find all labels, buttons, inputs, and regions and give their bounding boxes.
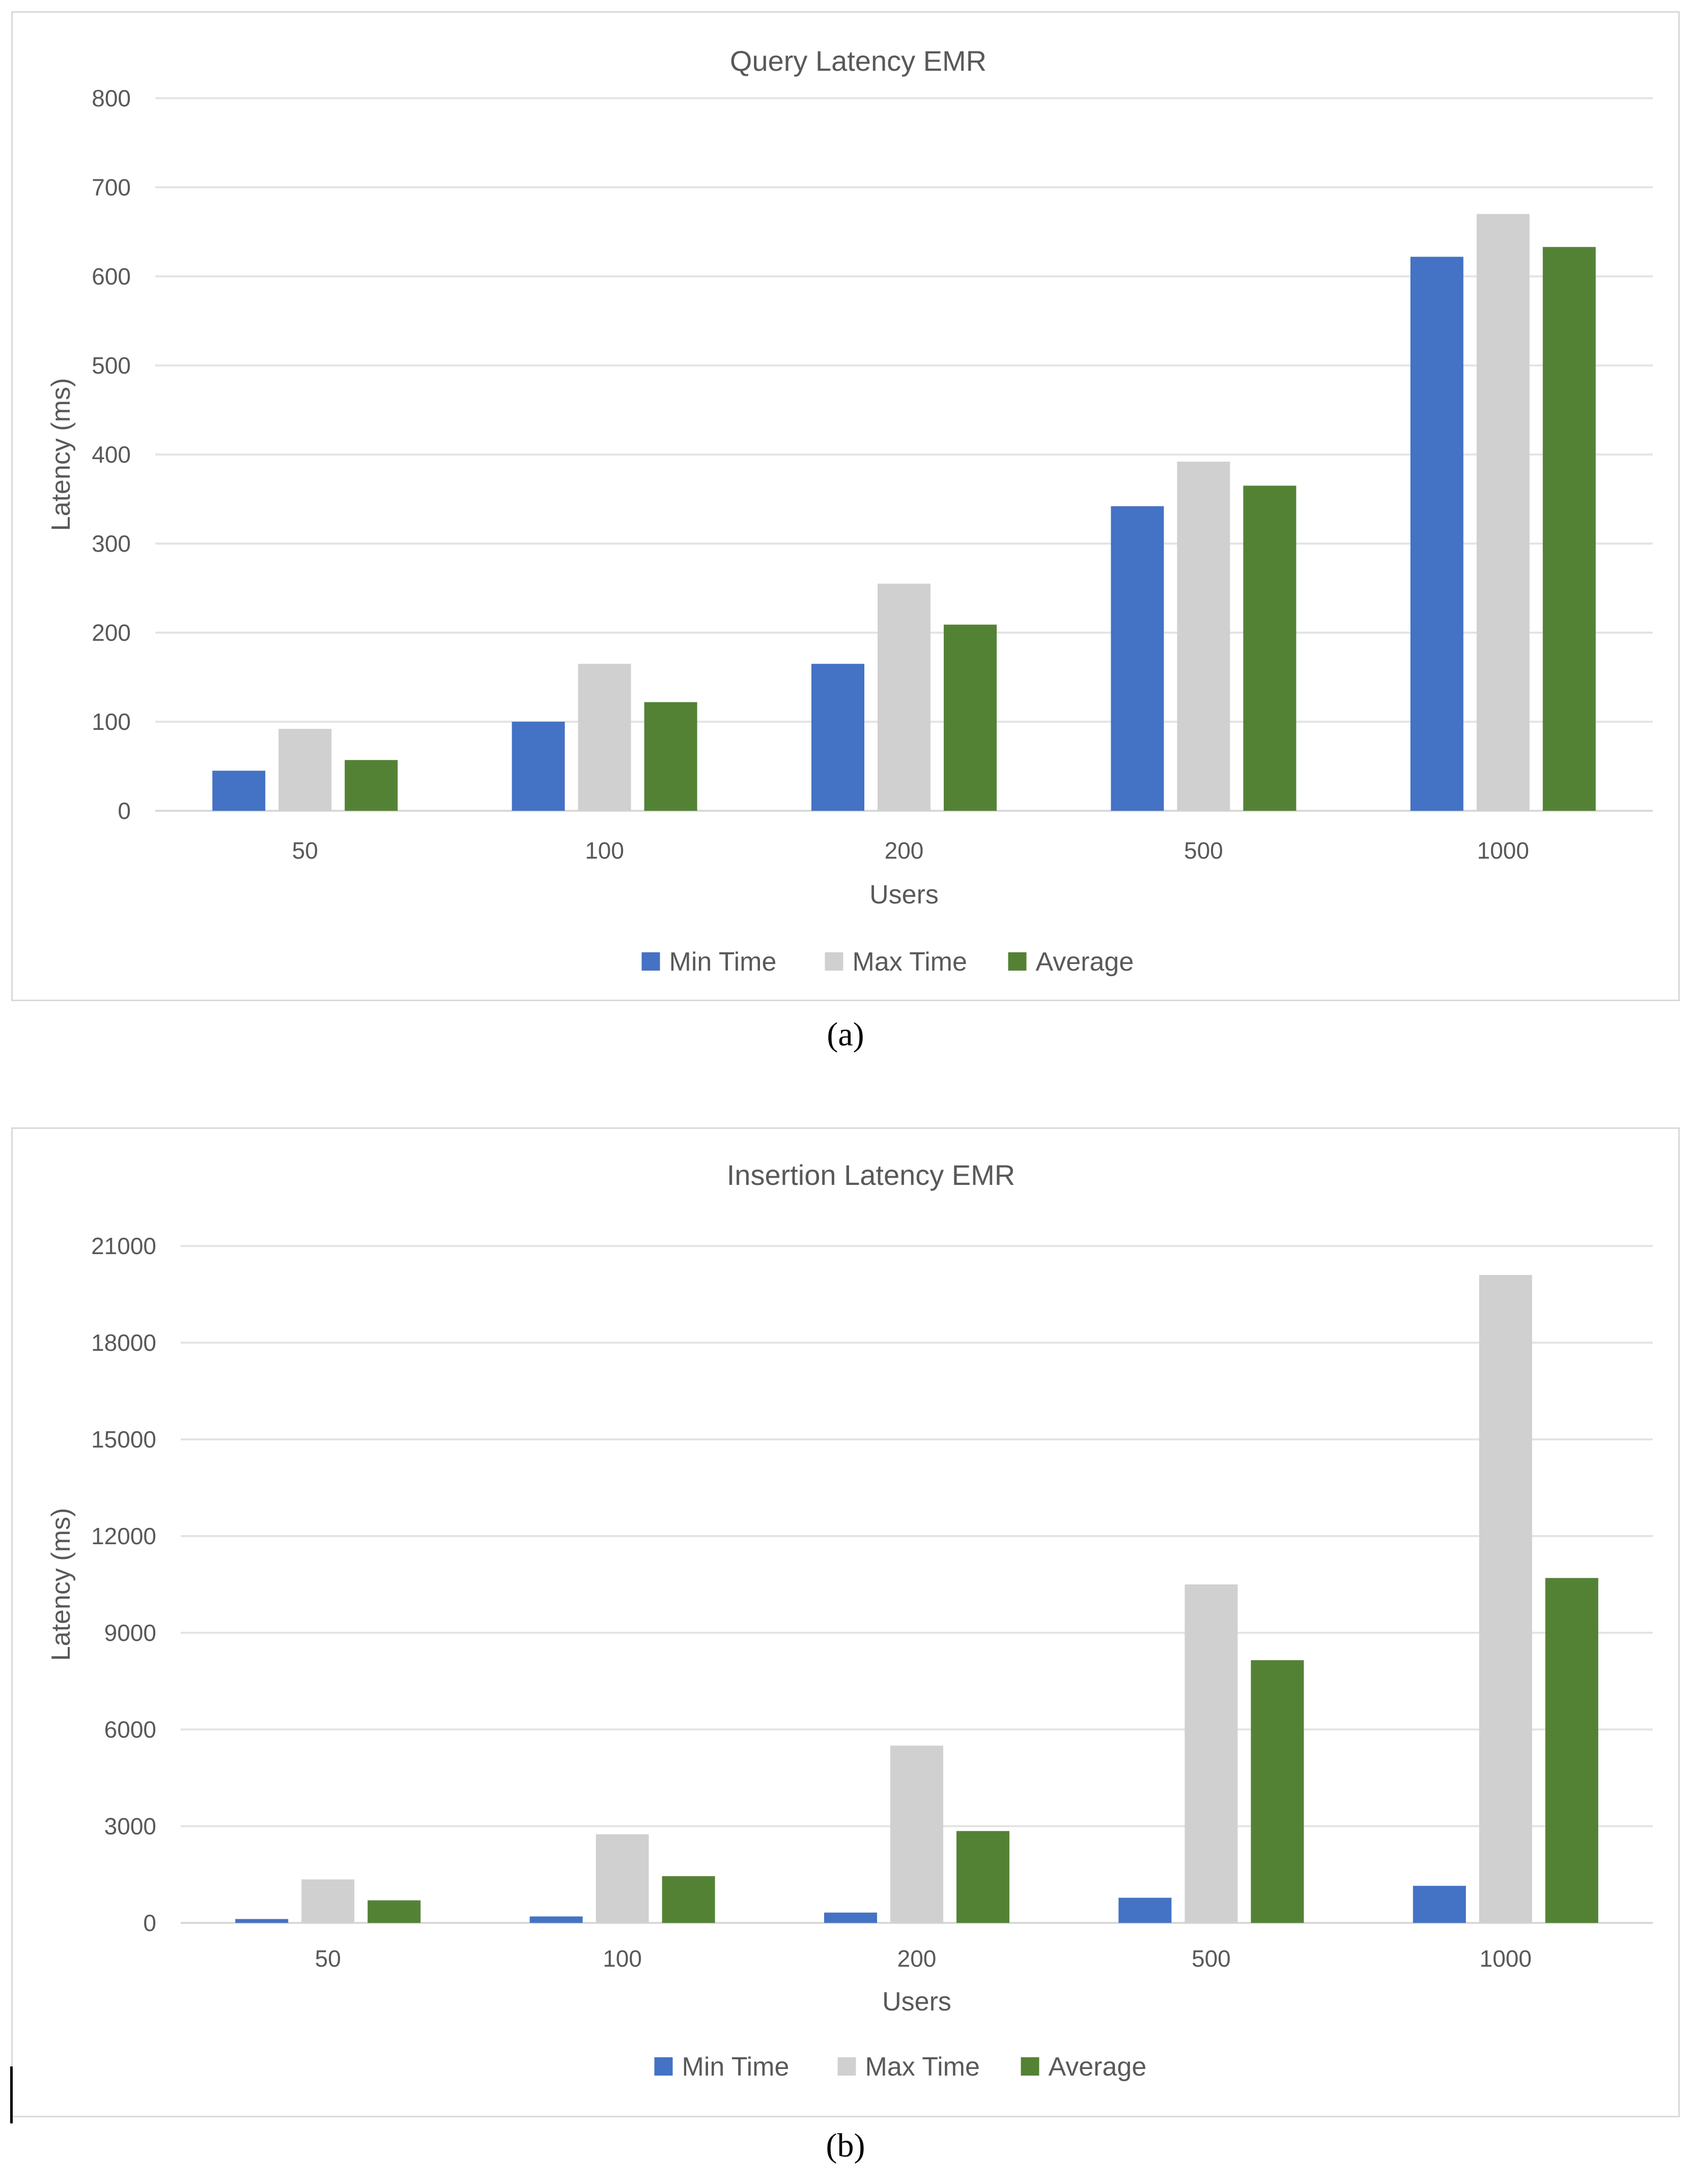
chart-title: Query Latency EMR [730,45,987,77]
bar-average [944,625,997,811]
x-tick-label: 100 [585,837,624,864]
bar-max-time [1479,1275,1532,1923]
bar-min-time [824,1912,877,1923]
y-tick-label: 9000 [104,1620,156,1646]
bar-min-time [529,1916,583,1923]
legend-swatch-average [1021,2057,1039,2076]
y-tick-label: 700 [92,174,131,201]
bar-min-time [235,1919,289,1923]
bar-max-time [890,1745,943,1923]
bar-max-time [596,1834,649,1923]
y-tick-label: 500 [92,352,131,379]
x-axis-label: Users [869,880,939,910]
x-tick-label: 50 [315,1945,341,1972]
y-tick-label: 15000 [91,1426,156,1453]
bar-min-time [1111,506,1164,811]
y-tick-label: 800 [92,85,131,111]
legend-label: Average [1036,947,1134,977]
bar-average [1251,1660,1304,1923]
legend: Min Time Max Time Average [641,947,1134,977]
legend-label: Min Time [682,2052,790,2082]
bar-max-time [1476,214,1530,811]
x-tick-label: 50 [292,837,318,864]
bar-max-time [278,729,332,811]
bar-max-time [578,664,631,811]
bar-min-time [1410,257,1463,811]
query-latency-chart: Query Latency EMR 0 100 200 300 400 500 600 700 8… [46,45,1653,977]
y-tick-label: 21000 [91,1233,156,1259]
y-axis-label: Latency (ms) [46,378,76,531]
legend-label: Max Time [853,947,967,977]
y-tick-label: 200 [92,619,131,646]
y-tick-label: 12000 [91,1523,156,1549]
query-latency-chart-panel: Query Latency EMR 0 100 200 300 400 500 600 700 8… [11,11,1680,1001]
legend-swatch-average [1008,952,1027,971]
y-tick-label: 3000 [104,1813,156,1839]
bar-max-time [301,1879,355,1923]
bar-min-time [212,771,266,811]
x-tick-label: 1000 [1477,837,1529,864]
bar-average [1545,1578,1598,1923]
bar-max-time [1177,462,1230,811]
bar-average [644,702,697,811]
x-tick-label: 100 [603,1945,642,1972]
legend-swatch-max-time [837,2057,856,2076]
y-tick-label: 6000 [104,1716,156,1743]
bar-average [1243,486,1297,811]
legend-swatch-min-time [641,952,660,971]
bar-min-time [512,722,565,811]
x-tick-label: 200 [885,837,924,864]
bar-min-time [811,664,864,811]
legend-swatch-min-time [654,2057,673,2076]
bar-average [368,1900,421,1923]
y-tick-label: 18000 [91,1329,156,1356]
legend-swatch-max-time [825,952,843,971]
x-axis-label: Users [882,1987,951,2017]
figure-caption-b: (b) [826,2127,865,2164]
bar-average [1542,247,1596,811]
y-tick-label: 0 [143,1910,156,1936]
legend-label: Average [1049,2052,1147,2082]
insertion-latency-chart: Insertion Latency EMR 0 3000 6000 9000 12000 1… [46,1159,1653,2082]
bar-average [345,760,398,811]
bar-max-time [1185,1584,1238,1923]
y-tick-label: 300 [92,530,131,557]
text-cursor [10,2066,13,2123]
bar-max-time [878,583,931,811]
x-tick-label: 1000 [1480,1945,1532,1972]
y-tick-label: 100 [92,708,131,735]
y-tick-label: 600 [92,263,131,290]
legend-label: Min Time [669,947,777,977]
chart-title: Insertion Latency EMR [727,1159,1015,1191]
bar-min-time [1413,1886,1466,1923]
legend-label: Max Time [865,2052,980,2082]
bar-min-time [1118,1897,1172,1923]
bar-average [662,1876,715,1923]
y-tick-label: 0 [118,798,131,824]
y-tick-label: 400 [92,441,131,468]
bar-average [956,1831,1009,1923]
x-tick-label: 500 [1192,1945,1231,1972]
insertion-latency-chart-panel: Insertion Latency EMR 0 3000 6000 9000 12000 1… [11,1127,1680,2117]
x-tick-label: 200 [897,1945,937,1972]
y-axis-label: Latency (ms) [46,1508,76,1661]
legend: Min Time Max Time Average [654,2052,1147,2082]
figure-caption-a: (a) [827,1016,864,1053]
x-tick-label: 500 [1184,837,1223,864]
